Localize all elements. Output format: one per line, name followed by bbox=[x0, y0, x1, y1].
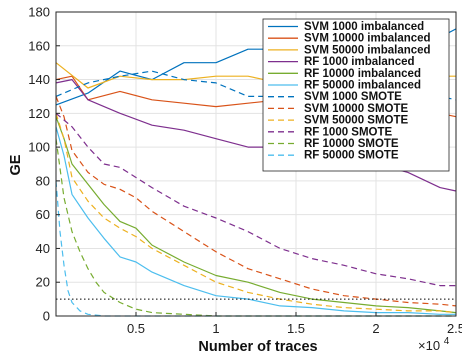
y-tick-label: 100 bbox=[28, 140, 50, 155]
legend-label: SVM 50000 imbalanced bbox=[304, 44, 431, 56]
series-line-svm-50000-smote bbox=[55, 113, 457, 314]
legend-label: SVM 1000 SMOTE bbox=[304, 91, 402, 103]
legend-label: SVM 10000 imbalanced bbox=[304, 33, 431, 45]
legend-label: RF 1000 imbalanced bbox=[304, 56, 415, 68]
y-axis-label: GE bbox=[8, 154, 24, 175]
legend-label: RF 50000 imbalanced bbox=[304, 80, 421, 92]
y-tick-label: 120 bbox=[28, 106, 50, 121]
series-line-rf-50000-smote bbox=[55, 180, 456, 317]
y-tick-label: 20 bbox=[36, 275, 50, 290]
x-tick-label: 1.5 bbox=[287, 321, 305, 336]
plot-frame bbox=[55, 11, 457, 317]
y-tick-label: 40 bbox=[36, 241, 50, 256]
x-multiplier-exponent: 4 bbox=[444, 336, 450, 347]
y-tick-label: 140 bbox=[28, 72, 50, 87]
legend-label: SVM 1000 imbalanced bbox=[304, 21, 424, 33]
series-line-rf-10000-imbalanced bbox=[55, 116, 457, 314]
x-axis-ticks: 0.5 1 1.5 2 2.5 bbox=[127, 312, 462, 336]
y-tick-label: 60 bbox=[36, 207, 50, 222]
y-axis-ticks: 0 20 40 60 80 100 120 140 160 180 bbox=[28, 5, 60, 324]
x-tick-label: 2.5 bbox=[447, 321, 462, 336]
x-axis-multiplier: ×10 4 bbox=[418, 336, 450, 353]
y-tick-label: 180 bbox=[28, 5, 50, 20]
y-tick-label: 0 bbox=[43, 309, 50, 324]
legend-label: RF 10000 imbalanced bbox=[304, 68, 421, 80]
legend-label: SVM 10000 SMOTE bbox=[304, 103, 409, 115]
x-axis-label: Number of traces bbox=[198, 339, 317, 355]
x-tick-label: 1 bbox=[212, 321, 219, 336]
legend-label: SVM 50000 SMOTE bbox=[304, 115, 409, 127]
legend-label: RF 50000 SMOTE bbox=[304, 150, 399, 162]
legend-box bbox=[262, 18, 450, 172]
legend-label: RF 1000 SMOTE bbox=[304, 126, 393, 138]
legend-label: RF 10000 SMOTE bbox=[304, 138, 399, 150]
x-multiplier-base: ×10 bbox=[418, 338, 440, 353]
x-tick-label: 2 bbox=[372, 321, 379, 336]
y-tick-label: 160 bbox=[28, 38, 50, 53]
x-tick-label: 0.5 bbox=[127, 321, 145, 336]
series-line-rf-50000-imbalanced bbox=[55, 126, 456, 315]
y-tick-label: 80 bbox=[36, 173, 50, 188]
series-line-rf-1000-smote bbox=[55, 112, 456, 287]
